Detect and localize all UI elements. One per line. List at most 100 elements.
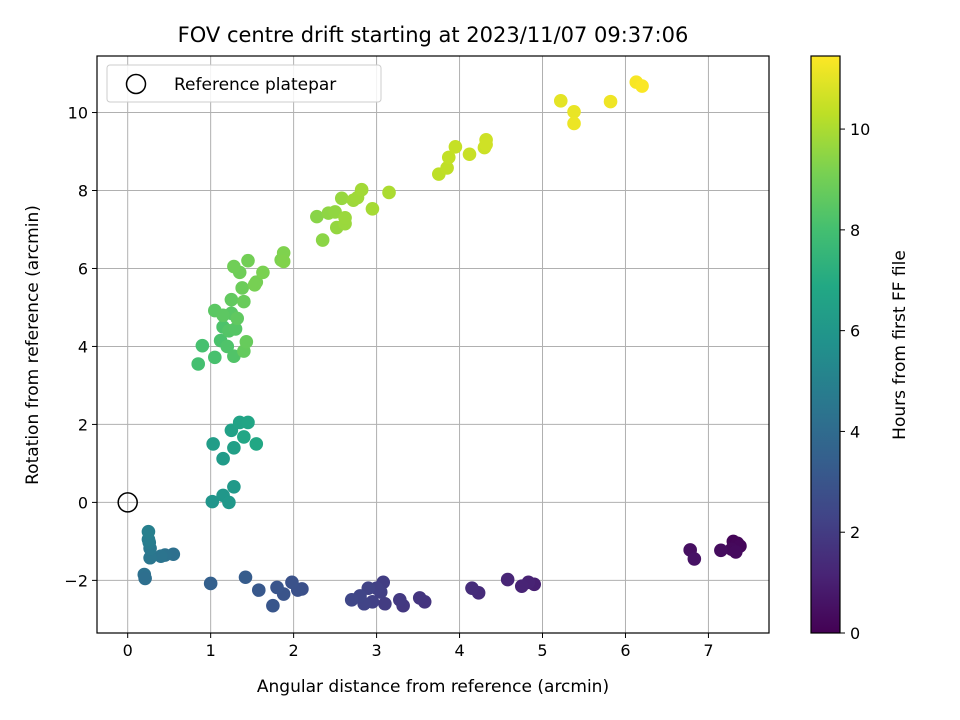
scatter-point <box>138 571 152 586</box>
scatter-point <box>393 593 407 607</box>
legend-entry-label: Reference platepar <box>174 75 336 95</box>
x-tick-label: 7 <box>703 641 713 660</box>
scatter-point <box>220 339 235 354</box>
x-tick-label: 4 <box>454 641 464 660</box>
scatter-point <box>191 357 206 371</box>
scatter-point <box>251 583 266 597</box>
y-tick-label: −2 <box>64 571 88 590</box>
scatter-point <box>603 94 618 109</box>
scatter-point <box>227 441 241 455</box>
scatter-point <box>365 202 380 216</box>
scatter-point <box>206 437 220 451</box>
legend: Reference platepar <box>106 64 382 103</box>
x-tick-label: 6 <box>620 641 630 660</box>
colorbar-tick-label: 8 <box>850 221 860 240</box>
y-tick-label: 6 <box>78 259 88 278</box>
scatter-point <box>714 543 728 558</box>
y-axis-ticks: −2 0 2 4 6 8 10 <box>64 104 97 590</box>
scatter-point <box>729 545 743 559</box>
colorbar-tick-label: 0 <box>850 624 860 643</box>
colorbar-tick-label: 6 <box>850 322 860 341</box>
scatter-point <box>441 150 456 165</box>
scatter-point <box>276 254 291 269</box>
scatter-point <box>237 294 251 309</box>
colorbar-tick-label: 10 <box>850 120 870 139</box>
scatter-point <box>270 580 284 595</box>
y-tick-label: 4 <box>78 337 88 356</box>
scatter-point <box>567 104 581 119</box>
scatter-point <box>382 185 396 200</box>
chart-title: FOV centre drift starting at 2023/11/07 … <box>178 23 689 47</box>
x-axis-ticks: 0 1 2 3 4 5 6 7 <box>123 633 714 660</box>
y-tick-label: 0 <box>78 493 88 512</box>
colorbar-ticks: 0 2 4 6 8 10 <box>840 120 870 643</box>
scatter-point <box>338 210 352 225</box>
scatter-point <box>227 480 241 494</box>
scatter-point <box>412 591 427 605</box>
colorbar: 0 2 4 6 8 10 Hours from first FF file <box>810 55 910 643</box>
scatter-point <box>205 494 220 509</box>
scatter-point <box>310 209 324 224</box>
legend-reference-marker <box>125 73 147 95</box>
scatter-point <box>141 524 156 539</box>
scatter-point <box>344 593 359 607</box>
scatter-point <box>500 572 515 587</box>
scatter-point <box>448 140 463 154</box>
x-tick-label: 0 <box>123 641 133 660</box>
scatter-point <box>567 116 581 131</box>
y-tick-label: 2 <box>78 415 88 434</box>
x-tick-label: 3 <box>371 641 381 660</box>
scatter-point <box>143 550 157 565</box>
scatter-point <box>241 253 255 268</box>
scatter-point <box>465 581 479 595</box>
scatter-point <box>266 598 280 613</box>
y-tick-label: 10 <box>68 104 88 123</box>
scatter-point <box>378 596 392 611</box>
scatter-point <box>235 281 249 295</box>
scatter-point <box>462 147 477 162</box>
colorbar-tick-label: 4 <box>850 422 860 441</box>
scatter-point <box>328 205 342 219</box>
scatter-point <box>479 137 493 152</box>
scatter-point <box>216 451 230 466</box>
x-tick-label: 5 <box>537 641 547 660</box>
scatter-point <box>237 430 251 444</box>
x-tick-label: 2 <box>289 641 299 660</box>
reference-platepar-marker <box>117 492 138 513</box>
scatter-point <box>239 334 254 349</box>
scatter-point <box>285 575 299 590</box>
scatter-point <box>687 552 702 566</box>
scatter-point <box>553 94 568 108</box>
scatter-point <box>315 233 330 247</box>
scatter-point <box>228 322 243 336</box>
scatter-point <box>224 292 239 307</box>
x-tick-label: 1 <box>206 641 216 660</box>
scatter-point <box>440 161 454 175</box>
scatter-point <box>635 79 649 93</box>
scatter-point <box>241 415 255 430</box>
legend-box <box>106 64 382 103</box>
scatter-point <box>256 265 270 280</box>
scatter-points <box>117 75 747 613</box>
scatter-point <box>238 570 253 585</box>
y-tick-label: 8 <box>78 182 88 201</box>
scatter-point <box>249 437 264 451</box>
scatter-point <box>203 576 218 591</box>
colorbar-tick-label: 2 <box>850 523 860 542</box>
scatter-point <box>334 191 349 206</box>
scatter-point <box>208 350 222 365</box>
scatter-point <box>230 311 245 326</box>
scatter-point <box>247 278 262 292</box>
scatter-point <box>222 495 236 510</box>
plot-frame <box>96 55 770 634</box>
x-axis-label: Angular distance from reference (arcmin) <box>257 677 609 697</box>
scatter-point <box>195 338 210 353</box>
y-axis-label: Rotation from reference (arcmin) <box>23 205 43 485</box>
scatter-point <box>227 259 241 274</box>
scatter-point <box>514 579 529 594</box>
colorbar-gradient <box>810 55 841 634</box>
colorbar-label: Hours from first FF file <box>890 250 910 440</box>
scatter-point <box>216 308 230 323</box>
scatter-point <box>354 182 369 197</box>
